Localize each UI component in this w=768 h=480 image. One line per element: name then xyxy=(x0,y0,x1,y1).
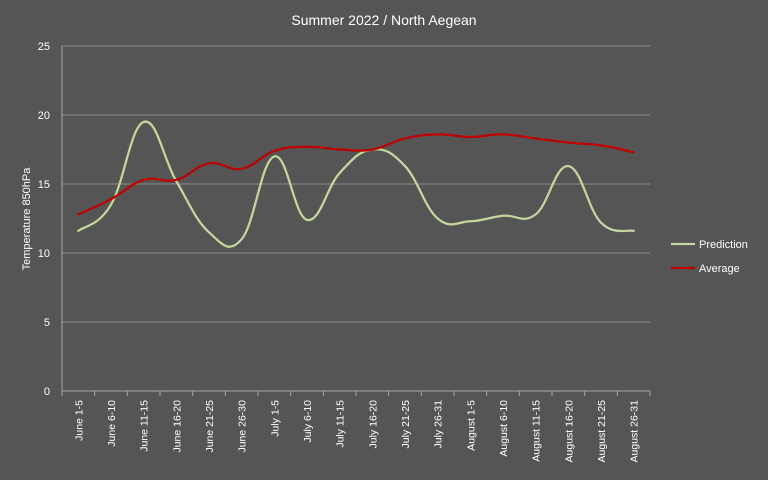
x-tick-label: August 1-5 xyxy=(465,400,477,451)
x-tick-label: August 21-25 xyxy=(596,400,608,463)
x-tick-label: July 1-5 xyxy=(269,400,281,437)
series-lines xyxy=(77,120,635,248)
legend-label-prediction: Prediction xyxy=(699,239,748,251)
x-tick-label: June 11-15 xyxy=(139,400,151,452)
x-tick-label: July 6-10 xyxy=(302,400,314,443)
legend: Prediction Average xyxy=(671,239,748,275)
y-tick-label: 25 xyxy=(38,41,50,53)
chart-title: Summer 2022 / North Aegean xyxy=(291,12,476,28)
y-tick-label: 10 xyxy=(38,248,50,260)
x-tick-label: July 21-25 xyxy=(400,400,412,449)
y-tick-label: 5 xyxy=(44,317,50,329)
axes: 0 5 10 15 20 25 June 1-5 June 6-10 June 11-15 Jun… xyxy=(38,41,651,463)
x-tick-label: July 16-20 xyxy=(367,400,379,449)
x-tick-label: August 16-20 xyxy=(563,400,575,463)
series-line-prediction xyxy=(77,120,635,248)
y-tick-label: 0 xyxy=(44,386,50,398)
y-axis-label: Temperature 850hPa xyxy=(21,167,33,271)
gridlines xyxy=(62,45,650,323)
y-tick-label: 15 xyxy=(38,179,50,191)
x-tick-label: June 6-10 xyxy=(106,400,118,447)
x-tick-label: August 11-15 xyxy=(531,400,543,462)
x-tick-label: June 21-25 xyxy=(204,400,216,453)
x-tick-label: June 26-30 xyxy=(237,400,249,453)
x-tick-label: August 6-10 xyxy=(498,400,510,457)
x-tick-label: July 26-31 xyxy=(433,400,445,449)
y-tick-label: 20 xyxy=(38,110,50,122)
series-line-average xyxy=(77,133,635,216)
legend-label-average: Average xyxy=(699,263,740,275)
x-tick-label: July 11-15 xyxy=(335,400,347,448)
x-tick-label: August 26-31 xyxy=(629,400,641,463)
x-tick-label: June 1-5 xyxy=(73,400,85,441)
x-tick-label: June 16-20 xyxy=(171,400,183,453)
